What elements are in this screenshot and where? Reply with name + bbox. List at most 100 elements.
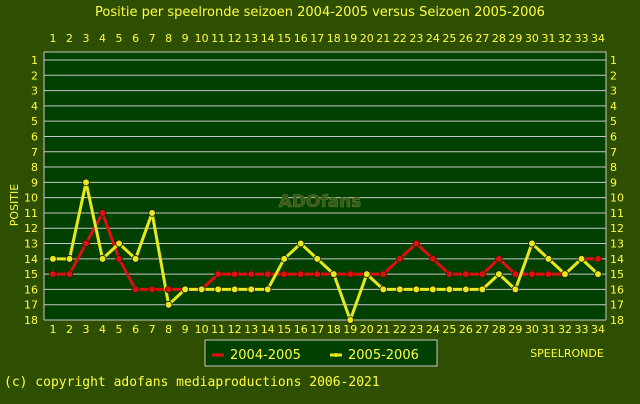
data-point-2005-2006 xyxy=(561,270,569,278)
x-tick-label-top: 1 xyxy=(50,32,57,45)
x-tick-label-top: 2 xyxy=(66,32,73,45)
y-tick-label-left: 14 xyxy=(24,253,38,266)
x-tick-label-bottom: 11 xyxy=(211,323,225,336)
x-tick-label-top: 32 xyxy=(558,32,572,45)
data-point-2005-2006 xyxy=(528,239,536,248)
x-tick-label-bottom: 29 xyxy=(508,323,522,336)
data-point-2004-2005 xyxy=(131,285,140,294)
x-tick-label-bottom: 23 xyxy=(409,323,423,336)
data-point-2004-2005 xyxy=(230,270,239,278)
data-point-2005-2006 xyxy=(362,270,371,278)
x-tick-label-bottom: 9 xyxy=(182,323,189,336)
y-tick-label-left: 12 xyxy=(24,222,38,235)
data-point-2005-2006 xyxy=(445,285,454,294)
y-tick-label-left: 8 xyxy=(31,161,38,174)
legend-label-2005-2006: 2005-2006 xyxy=(348,348,419,363)
x-tick-label-top: 25 xyxy=(442,32,456,45)
y-tick-label-left: 17 xyxy=(24,299,38,312)
data-point-2005-2006 xyxy=(280,255,289,263)
y-tick-label-right: 2 xyxy=(610,69,617,82)
x-tick-label-top: 28 xyxy=(492,32,506,45)
legend-marker-2004-2005 xyxy=(216,353,220,357)
y-tick-label-right: 6 xyxy=(610,130,617,143)
x-tick-label-bottom: 32 xyxy=(558,323,572,336)
y-tick-label-right: 1 xyxy=(610,54,617,67)
x-tick-label-top: 22 xyxy=(393,32,407,45)
data-point-2005-2006 xyxy=(82,178,90,187)
y-tick-label-left: 9 xyxy=(31,176,38,189)
x-tick-label-bottom: 19 xyxy=(343,323,357,336)
y-tick-label-right: 5 xyxy=(610,115,617,128)
x-tick-label-top: 12 xyxy=(228,32,242,45)
y-axis-label: POSITIE xyxy=(8,184,21,226)
series-layer xyxy=(49,178,602,324)
watermark-logo: ADOfans xyxy=(279,192,362,212)
x-tick-label-bottom: 3 xyxy=(83,323,90,336)
legend-label-2004-2005: 2004-2005 xyxy=(230,348,301,363)
series-line-2004-2005 xyxy=(53,211,598,291)
x-tick-label-top: 23 xyxy=(409,32,423,45)
x-tick-label-bottom: 21 xyxy=(376,323,390,336)
data-point-2005-2006 xyxy=(49,255,57,263)
x-tick-label-top: 27 xyxy=(475,32,489,45)
data-point-2004-2005 xyxy=(247,270,255,278)
data-point-2005-2006 xyxy=(296,239,305,248)
x-tick-label-bottom: 24 xyxy=(426,323,440,336)
data-point-2005-2006 xyxy=(577,255,586,263)
x-tick-label-top: 33 xyxy=(574,32,588,45)
x-tick-label-bottom: 2 xyxy=(66,323,73,336)
x-tick-label-top: 31 xyxy=(541,32,555,45)
y-tick-label-left: 3 xyxy=(31,85,38,98)
x-tick-label-top: 10 xyxy=(195,32,209,45)
y-tick-label-right: 17 xyxy=(610,299,624,312)
data-point-2004-2005 xyxy=(65,270,74,278)
data-point-2005-2006 xyxy=(164,300,173,309)
y-tick-label-left: 1 xyxy=(31,54,38,67)
y-tick-label-right: 18 xyxy=(610,314,624,327)
data-point-2004-2005 xyxy=(528,270,536,278)
x-tick-label-bottom: 27 xyxy=(475,323,489,336)
x-tick-label-bottom: 13 xyxy=(244,323,258,336)
data-point-2004-2005 xyxy=(462,270,470,278)
y-tick-label-left: 6 xyxy=(31,130,38,143)
data-point-2004-2005 xyxy=(478,270,487,278)
data-point-2005-2006 xyxy=(181,285,189,294)
data-point-2005-2006 xyxy=(462,285,470,294)
y-tick-label-left: 16 xyxy=(24,283,38,296)
y-tick-label-left: 7 xyxy=(31,146,38,159)
x-tick-label-bottom: 28 xyxy=(492,323,506,336)
y-tick-label-right: 4 xyxy=(610,100,617,113)
data-point-2004-2005 xyxy=(429,255,437,263)
x-tick-label-top: 14 xyxy=(261,32,275,45)
copyright-text: (c) copyright adofans mediaproductions 2… xyxy=(4,375,380,390)
data-point-2004-2005 xyxy=(346,270,355,278)
data-point-2005-2006 xyxy=(115,239,123,248)
x-tick-label-bottom: 16 xyxy=(294,323,308,336)
data-point-2005-2006 xyxy=(230,285,239,294)
x-tick-label-bottom: 18 xyxy=(327,323,341,336)
data-point-2005-2006 xyxy=(329,270,338,278)
y-tick-label-right: 11 xyxy=(610,207,624,220)
x-tick-label-bottom: 8 xyxy=(165,323,172,336)
x-tick-label-top: 6 xyxy=(132,32,139,45)
x-tick-label-bottom: 33 xyxy=(574,323,588,336)
x-tick-label-bottom: 7 xyxy=(149,323,156,336)
x-tick-label-top: 4 xyxy=(99,32,106,45)
series-line-2005-2006 xyxy=(53,180,600,322)
data-point-2005-2006 xyxy=(478,285,487,294)
y-tick-label-right: 9 xyxy=(610,176,617,189)
y-tick-label-right: 16 xyxy=(610,283,624,296)
x-tick-label-bottom: 6 xyxy=(132,323,139,336)
y-tick-label-left: 10 xyxy=(24,192,38,205)
y-tick-label-right: 7 xyxy=(610,146,617,159)
data-point-2004-2005 xyxy=(511,270,520,278)
data-point-2005-2006 xyxy=(594,270,602,278)
x-tick-label-top: 21 xyxy=(376,32,390,45)
x-tick-label-bottom: 12 xyxy=(228,323,242,336)
x-tick-label-bottom: 25 xyxy=(442,323,456,336)
x-tick-label-bottom: 5 xyxy=(116,323,123,336)
x-tick-label-bottom: 20 xyxy=(360,323,374,336)
x-tick-label-bottom: 17 xyxy=(310,323,324,336)
x-tick-label-top: 3 xyxy=(83,32,90,45)
